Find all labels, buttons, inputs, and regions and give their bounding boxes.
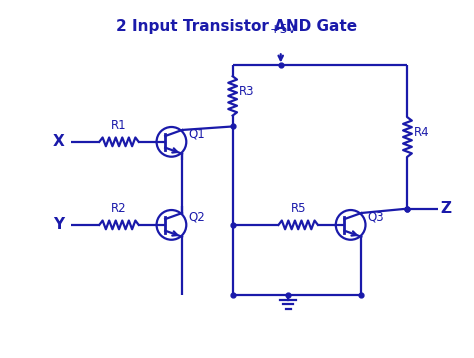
Text: R3: R3 [239,85,255,98]
Text: R5: R5 [291,202,306,215]
Text: R4: R4 [414,126,429,139]
Text: +5V: +5V [269,23,296,36]
Text: Z: Z [440,201,451,216]
Text: R2: R2 [111,202,127,215]
Text: X: X [53,134,64,149]
Text: 2 Input Transistor AND Gate: 2 Input Transistor AND Gate [117,19,357,34]
Text: R1: R1 [111,119,127,132]
Text: Q2: Q2 [189,211,205,224]
Text: Q1: Q1 [189,128,205,141]
Text: Q3: Q3 [368,211,384,224]
Text: Y: Y [53,217,64,232]
